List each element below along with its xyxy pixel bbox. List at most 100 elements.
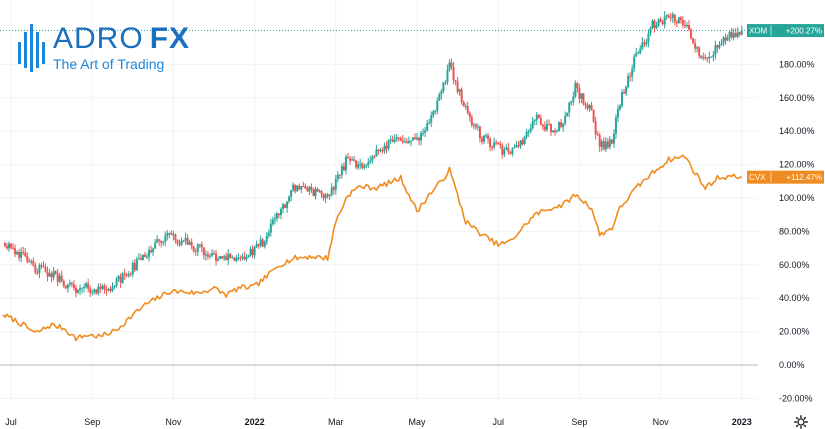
xom-candle-body: [81, 287, 84, 289]
xom-candle-body: [456, 81, 459, 92]
xom-candle-body: [478, 126, 481, 139]
xom-candle-body: [438, 94, 441, 101]
xom-candle-body: [464, 106, 467, 108]
xom-candle-body: [251, 248, 254, 256]
x-axis: Jul Sep Nov 2022 Mar May Jul Sep Nov 2023: [5, 417, 752, 427]
xom-candle-body: [430, 115, 433, 123]
xom-candle-body: [389, 139, 392, 141]
xom-candle-body: [367, 162, 370, 166]
cvx-series: [2, 154, 742, 342]
xom-candle-body: [369, 160, 372, 163]
xom-candle-body: [424, 130, 427, 133]
xom-candle-body: [442, 82, 445, 92]
xom-candle-body: [619, 105, 621, 110]
xom-candle-body: [440, 91, 443, 95]
xom-candle-body: [26, 256, 29, 262]
logo-tagline: The Art of Trading: [53, 56, 165, 72]
xom-candle-body: [286, 201, 289, 208]
xom-candle-body: [547, 124, 550, 126]
xom-candle-body: [732, 33, 735, 38]
xom-candle-body: [432, 111, 435, 116]
xom-candle-body: [401, 140, 404, 143]
xom-candle-body: [50, 273, 53, 278]
xom-candle-body: [521, 140, 524, 145]
xom-candle-body: [231, 257, 234, 259]
xom-candle-body: [141, 254, 144, 260]
xom-candle-body: [434, 111, 437, 113]
xom-candle-body: [322, 194, 325, 199]
xom-candle-body: [62, 280, 65, 287]
xom-candle-body: [288, 196, 291, 202]
xom-candle-body: [257, 244, 260, 246]
xom-candle-body: [263, 241, 266, 247]
xom-candle-body: [710, 56, 713, 58]
gear-icon[interactable]: [794, 415, 808, 429]
xom-candle-body: [95, 289, 98, 294]
xom-candle-body: [166, 233, 169, 237]
xom-candle-body: [162, 241, 165, 243]
xom-candle-body: [472, 124, 475, 126]
xom-candle-body: [458, 89, 461, 92]
xom-candle-body: [342, 166, 345, 171]
xom-candle-body: [462, 101, 465, 107]
cvx-tag-name: CVX: [749, 173, 766, 182]
xom-candle-body: [539, 117, 542, 125]
price-tags: XOM +200.27% CVX +112.47%: [747, 24, 824, 184]
xom-candle-body: [482, 135, 485, 142]
xom-candle-body: [265, 235, 268, 242]
xom-candle-body: [413, 137, 416, 140]
grid: [0, 0, 758, 400]
logo-bars-icon: [18, 24, 45, 72]
xom-candle-body: [105, 289, 108, 291]
xom-candle-body: [734, 33, 737, 37]
xom-candle-body: [669, 17, 672, 19]
xom-candle-body: [582, 93, 585, 104]
xom-candle-body: [730, 32, 733, 38]
xom-candle-body: [407, 141, 410, 144]
xom-candle-body: [446, 69, 449, 83]
xom-candle-body: [474, 124, 477, 128]
xom-candle-body: [99, 286, 102, 289]
xom-candle-body: [529, 128, 532, 132]
xom-candle-body: [375, 149, 378, 157]
xom-candle-body: [5, 246, 8, 249]
xom-candle-body: [46, 271, 49, 277]
xom-candle-body: [217, 258, 220, 261]
xom-candle-body: [127, 273, 130, 276]
y-tick-label: 20.00%: [779, 327, 810, 337]
xom-candle-body: [600, 141, 603, 147]
xom-candle-body: [30, 260, 33, 262]
xom-candle-body: [614, 117, 617, 134]
xom-candle-body: [637, 52, 640, 54]
xom-candle-body: [14, 248, 17, 255]
xom-candle-body: [221, 256, 224, 259]
xom-candle-body: [661, 21, 664, 25]
xom-candle-body: [448, 62, 451, 70]
xom-candle-body: [501, 145, 504, 155]
xom-candle-body: [499, 143, 502, 146]
xom-candle-body: [290, 190, 293, 197]
xom-candle-body: [202, 247, 205, 256]
xom-candle-body: [708, 56, 711, 59]
xom-candle-body: [76, 290, 79, 293]
xom-candle-body: [594, 121, 597, 135]
xom-candle-body: [279, 209, 282, 216]
xom-candle-body: [206, 254, 209, 257]
xom-candle-body: [154, 242, 157, 249]
xom-candle-body: [137, 258, 140, 260]
y-tick-label: 180.00%: [779, 59, 815, 69]
y-axis: -20.00% 0.00% 20.00% 40.00% 60.00% 80.00% 100.…: [779, 59, 815, 403]
xom-candle-body: [470, 116, 473, 126]
xom-candle-body: [152, 248, 155, 253]
xom-candle-body: [736, 32, 739, 37]
xom-candle-body: [606, 141, 609, 148]
xom-candle-body: [219, 256, 222, 259]
xom-candle-body: [243, 256, 246, 260]
xom-candle-body: [428, 122, 431, 124]
xom-candle-body: [213, 253, 215, 255]
xom-candle-body: [259, 239, 262, 246]
xom-candle-body: [355, 160, 358, 168]
xom-candle-body: [119, 276, 122, 283]
xom-candle-body: [48, 273, 51, 277]
xom-candle-body: [688, 25, 691, 30]
